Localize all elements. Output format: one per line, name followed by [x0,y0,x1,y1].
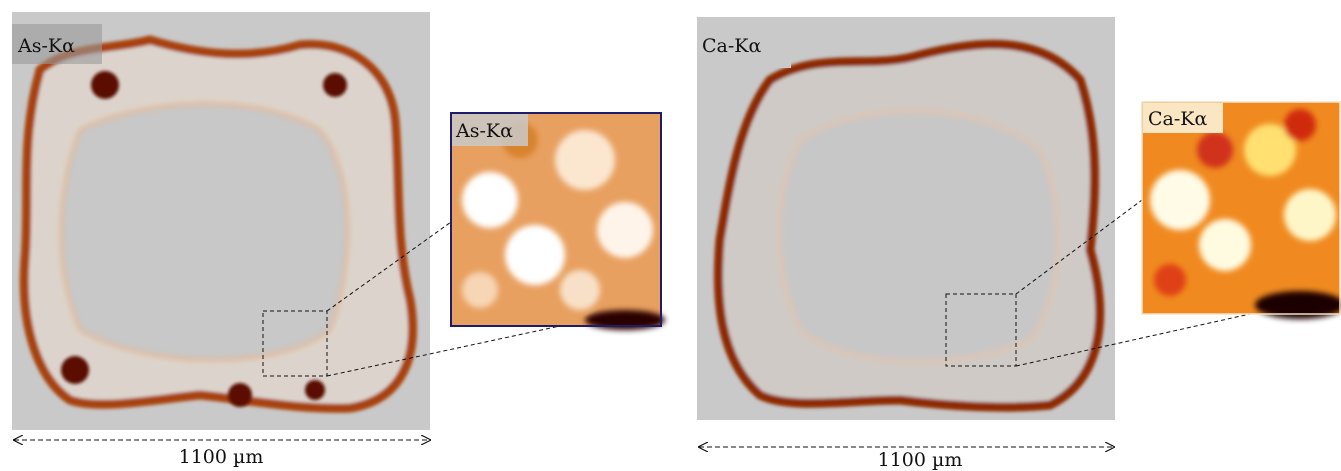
inset: As-Kα [451,113,665,330]
scale-label: 1100 µm [878,449,963,471]
ca-panel: Ca-Kα Ca-Kα 1100 µm [697,17,1341,471]
inset: Ca-Kα [1142,102,1341,319]
inset-label: Ca-Kα [1148,108,1207,130]
sample-core [61,104,347,360]
scale-label: 1100 µm [179,446,264,468]
figure: As-Kα As-Kα 1100 µm Ca-Kα [0,0,1341,471]
as-panel: As-Kα As-Kα 1100 µm [12,12,665,468]
map-label: As-Kα [17,35,75,57]
map-label: Ca-Kα [702,35,761,57]
inset-label: As-Kα [455,120,513,142]
